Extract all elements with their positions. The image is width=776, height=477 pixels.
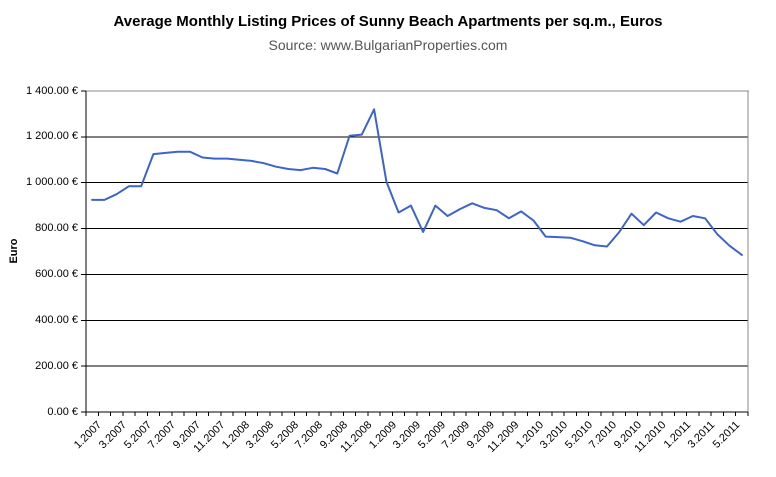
y-tick-label: 1 000.00 €	[26, 176, 78, 189]
chart-title: Average Monthly Listing Prices of Sunny …	[113, 13, 663, 30]
y-tick-label: 400.00 €	[35, 313, 78, 326]
y-tick-label: 1 400.00 €	[26, 84, 78, 97]
chart-subtitle: Source: www.BulgarianProperties.com	[268, 37, 508, 53]
y-tick-label: 600.00 €	[35, 267, 78, 280]
y-tick-label: 1 200.00 €	[26, 130, 78, 143]
price-series-line	[91, 108, 743, 256]
y-tick-label: 200.00 €	[35, 359, 78, 372]
y-tick-label: 0.00 €	[47, 405, 78, 418]
y-tick-label: 800.00 €	[35, 222, 78, 235]
